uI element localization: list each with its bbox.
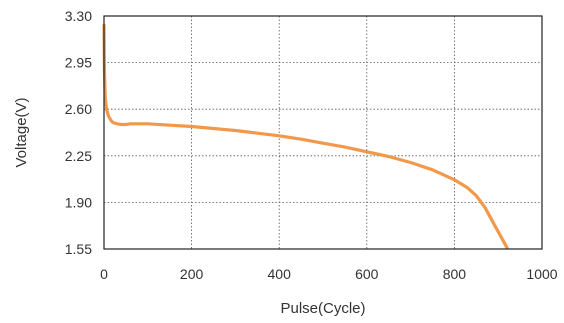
y-tick-label: 2.25 — [65, 148, 92, 164]
y-tick-label: 1.55 — [65, 241, 92, 257]
series-layer — [102, 23, 509, 250]
y-tick-label: 1.90 — [65, 194, 92, 210]
y-axis-title: Voltage(V) — [13, 97, 30, 167]
x-tick-label: 1000 — [526, 266, 557, 282]
y-tick-label: 3.30 — [65, 8, 92, 24]
x-tick-label: 200 — [180, 266, 204, 282]
x-tick-labels: 0 200 400 600 800 1000 — [100, 266, 558, 282]
y-tick-label: 2.95 — [65, 55, 92, 71]
x-tick-label: 0 — [100, 266, 108, 282]
plot-frame — [103, 15, 543, 250]
x-tick-label: 400 — [268, 266, 292, 282]
y-tick-labels: 3.30 2.95 2.60 2.25 1.90 1.55 — [65, 8, 92, 257]
x-axis-title: Pulse(Cycle) — [280, 300, 365, 317]
series-line-0 — [102, 23, 509, 250]
x-tick-label: 600 — [355, 266, 379, 282]
y-tick-label: 2.60 — [65, 101, 92, 117]
x-tick-label: 800 — [443, 266, 467, 282]
grid-lines — [104, 16, 542, 249]
